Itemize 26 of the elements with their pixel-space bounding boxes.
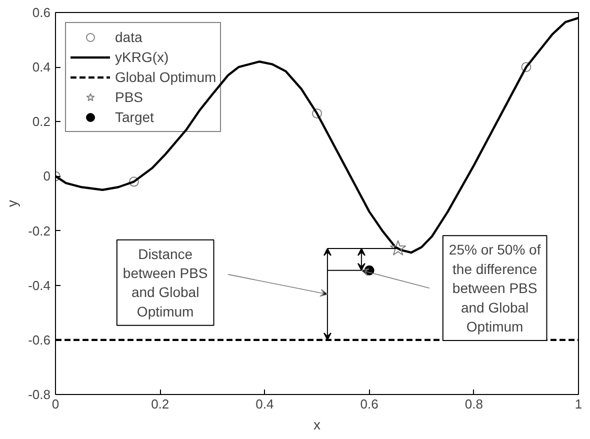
legend-label: Target	[115, 108, 154, 126]
annotation: Distance between PBS and Global Optimum	[122, 246, 208, 320]
y-tick-label: 0.6	[32, 5, 51, 20]
point	[390, 240, 406, 256]
x-tick-label: 0.6	[360, 396, 378, 412]
y-tick-label: 0.2	[32, 114, 51, 130]
x-axis-title: x	[314, 416, 320, 432]
y-tick-label: 0.4	[32, 60, 51, 75]
legend-label: yKRG(x)	[115, 48, 169, 66]
x-tick-label: 0.4	[256, 396, 274, 412]
y-tick-label: 0	[43, 168, 51, 184]
y-tick-label: -0.4	[28, 278, 51, 293]
y-tick-label: -0.6	[28, 332, 51, 348]
legend-label: data	[115, 28, 142, 46]
y-tick-label: -0.8	[28, 387, 51, 402]
legend-label: PBS	[115, 88, 144, 106]
point	[128, 176, 139, 187]
legend-label: Global Optimum	[115, 68, 216, 86]
x-tick-label: 0.2	[151, 396, 170, 412]
y-tick-label: -0.2	[28, 223, 51, 238]
x-tick-label: 1	[574, 396, 582, 412]
point	[521, 62, 532, 72]
x-tick-label: 0.8	[464, 396, 483, 412]
point	[312, 108, 322, 118]
y-axis-title: y	[4, 200, 20, 207]
annotation: 25% or 50% of the difference between PBS and Global Optimum	[448, 242, 541, 334]
